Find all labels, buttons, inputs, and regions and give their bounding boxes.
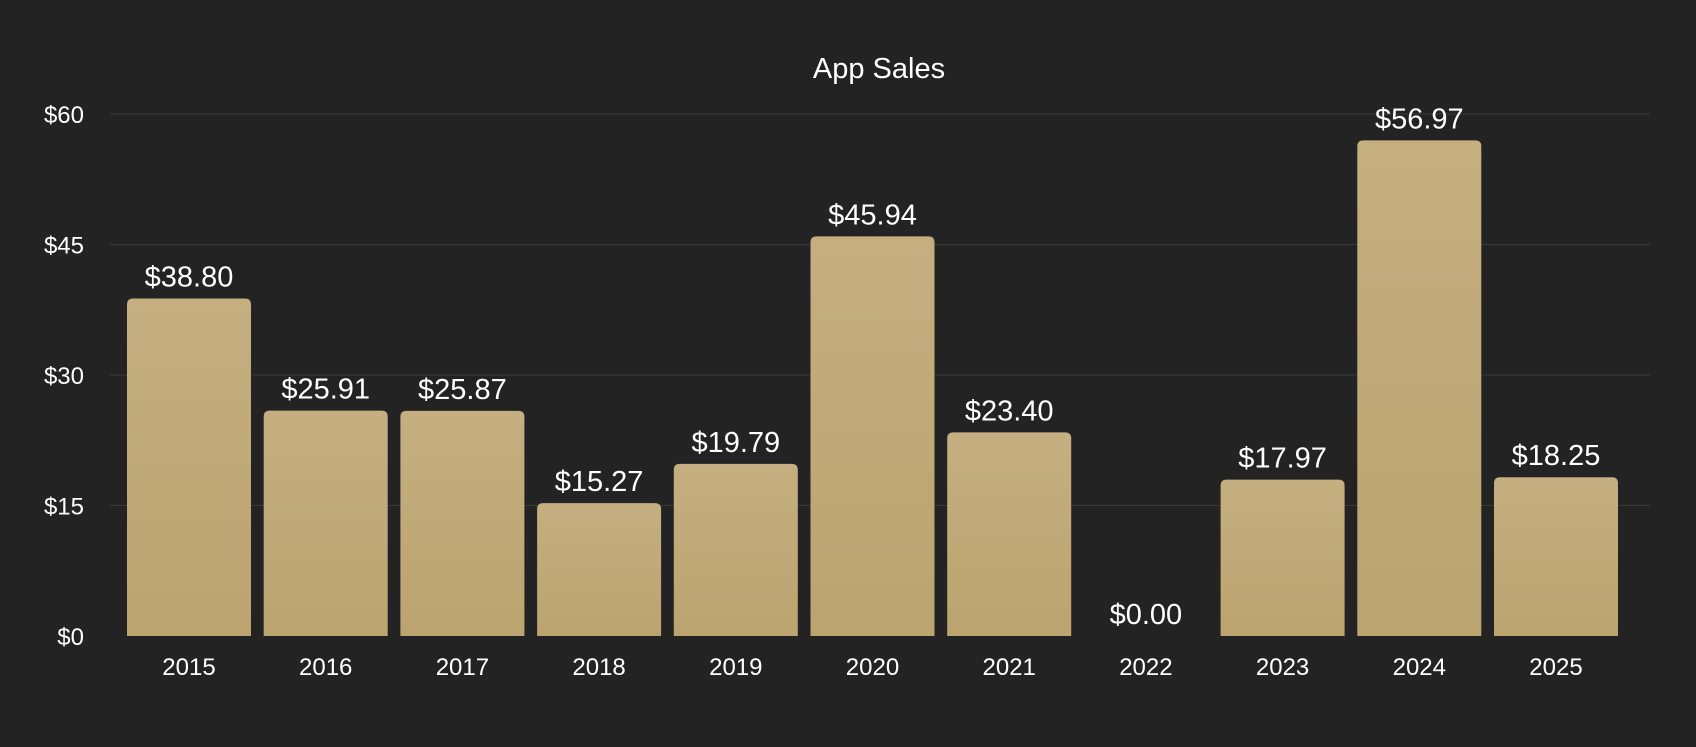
data-label-2024: $56.97 bbox=[1375, 103, 1464, 135]
bar-2017 bbox=[400, 410, 525, 636]
data-label-2020: $45.94 bbox=[828, 199, 917, 231]
x-tick-label-2025: 2025 bbox=[1529, 654, 1582, 681]
bar-2020 bbox=[810, 236, 935, 636]
data-label-2022: $0.00 bbox=[1110, 599, 1183, 631]
x-tick-label-2023: 2023 bbox=[1256, 654, 1309, 681]
x-tick-label-2019: 2019 bbox=[709, 654, 762, 681]
data-label-2021: $23.40 bbox=[965, 395, 1054, 427]
bars bbox=[127, 140, 1618, 636]
bar-2018 bbox=[537, 503, 662, 636]
bar-2015 bbox=[127, 298, 251, 636]
x-tick-label-2018: 2018 bbox=[572, 654, 625, 681]
x-tick-label-2017: 2017 bbox=[436, 654, 489, 681]
data-label-2025: $18.25 bbox=[1512, 440, 1601, 472]
bar-2023 bbox=[1220, 479, 1345, 636]
x-axis-ticks: 2015 2016 2017 2018 2019 2020 2021 2022 2023 2024… bbox=[162, 654, 1582, 681]
y-tick-label: $30 bbox=[44, 363, 84, 390]
bar-2021 bbox=[947, 432, 1072, 636]
data-labels: $38.80 $25.91 $25.87 $15.27 $19.79 $45.94 $23.… bbox=[145, 103, 1601, 631]
x-tick-label-2016: 2016 bbox=[299, 654, 352, 681]
bar-2016 bbox=[263, 410, 388, 636]
y-tick-label: $15 bbox=[44, 494, 84, 521]
data-label-2019: $19.79 bbox=[691, 427, 780, 459]
data-label-2018: $15.27 bbox=[555, 466, 644, 498]
chart-title: App Sales bbox=[813, 53, 945, 85]
y-axis-ticks: $0 $15 $30 $45 $60 bbox=[44, 102, 84, 651]
data-label-2017: $25.87 bbox=[418, 374, 507, 406]
bar-2019 bbox=[673, 463, 798, 636]
y-tick-label: $0 bbox=[57, 624, 84, 651]
y-tick-label: $45 bbox=[44, 233, 84, 260]
data-label-2023: $17.97 bbox=[1238, 443, 1327, 475]
data-label-2015: $38.80 bbox=[145, 261, 234, 293]
x-tick-label-2020: 2020 bbox=[846, 654, 899, 681]
x-tick-label-2022: 2022 bbox=[1119, 654, 1172, 681]
bar-2024 bbox=[1357, 140, 1482, 636]
x-tick-label-2024: 2024 bbox=[1393, 654, 1446, 681]
x-tick-label-2021: 2021 bbox=[983, 654, 1036, 681]
y-tick-label: $60 bbox=[44, 102, 84, 129]
x-tick-label-2015: 2015 bbox=[162, 654, 215, 681]
data-label-2016: $25.91 bbox=[281, 374, 370, 406]
bar-2025 bbox=[1494, 477, 1618, 636]
